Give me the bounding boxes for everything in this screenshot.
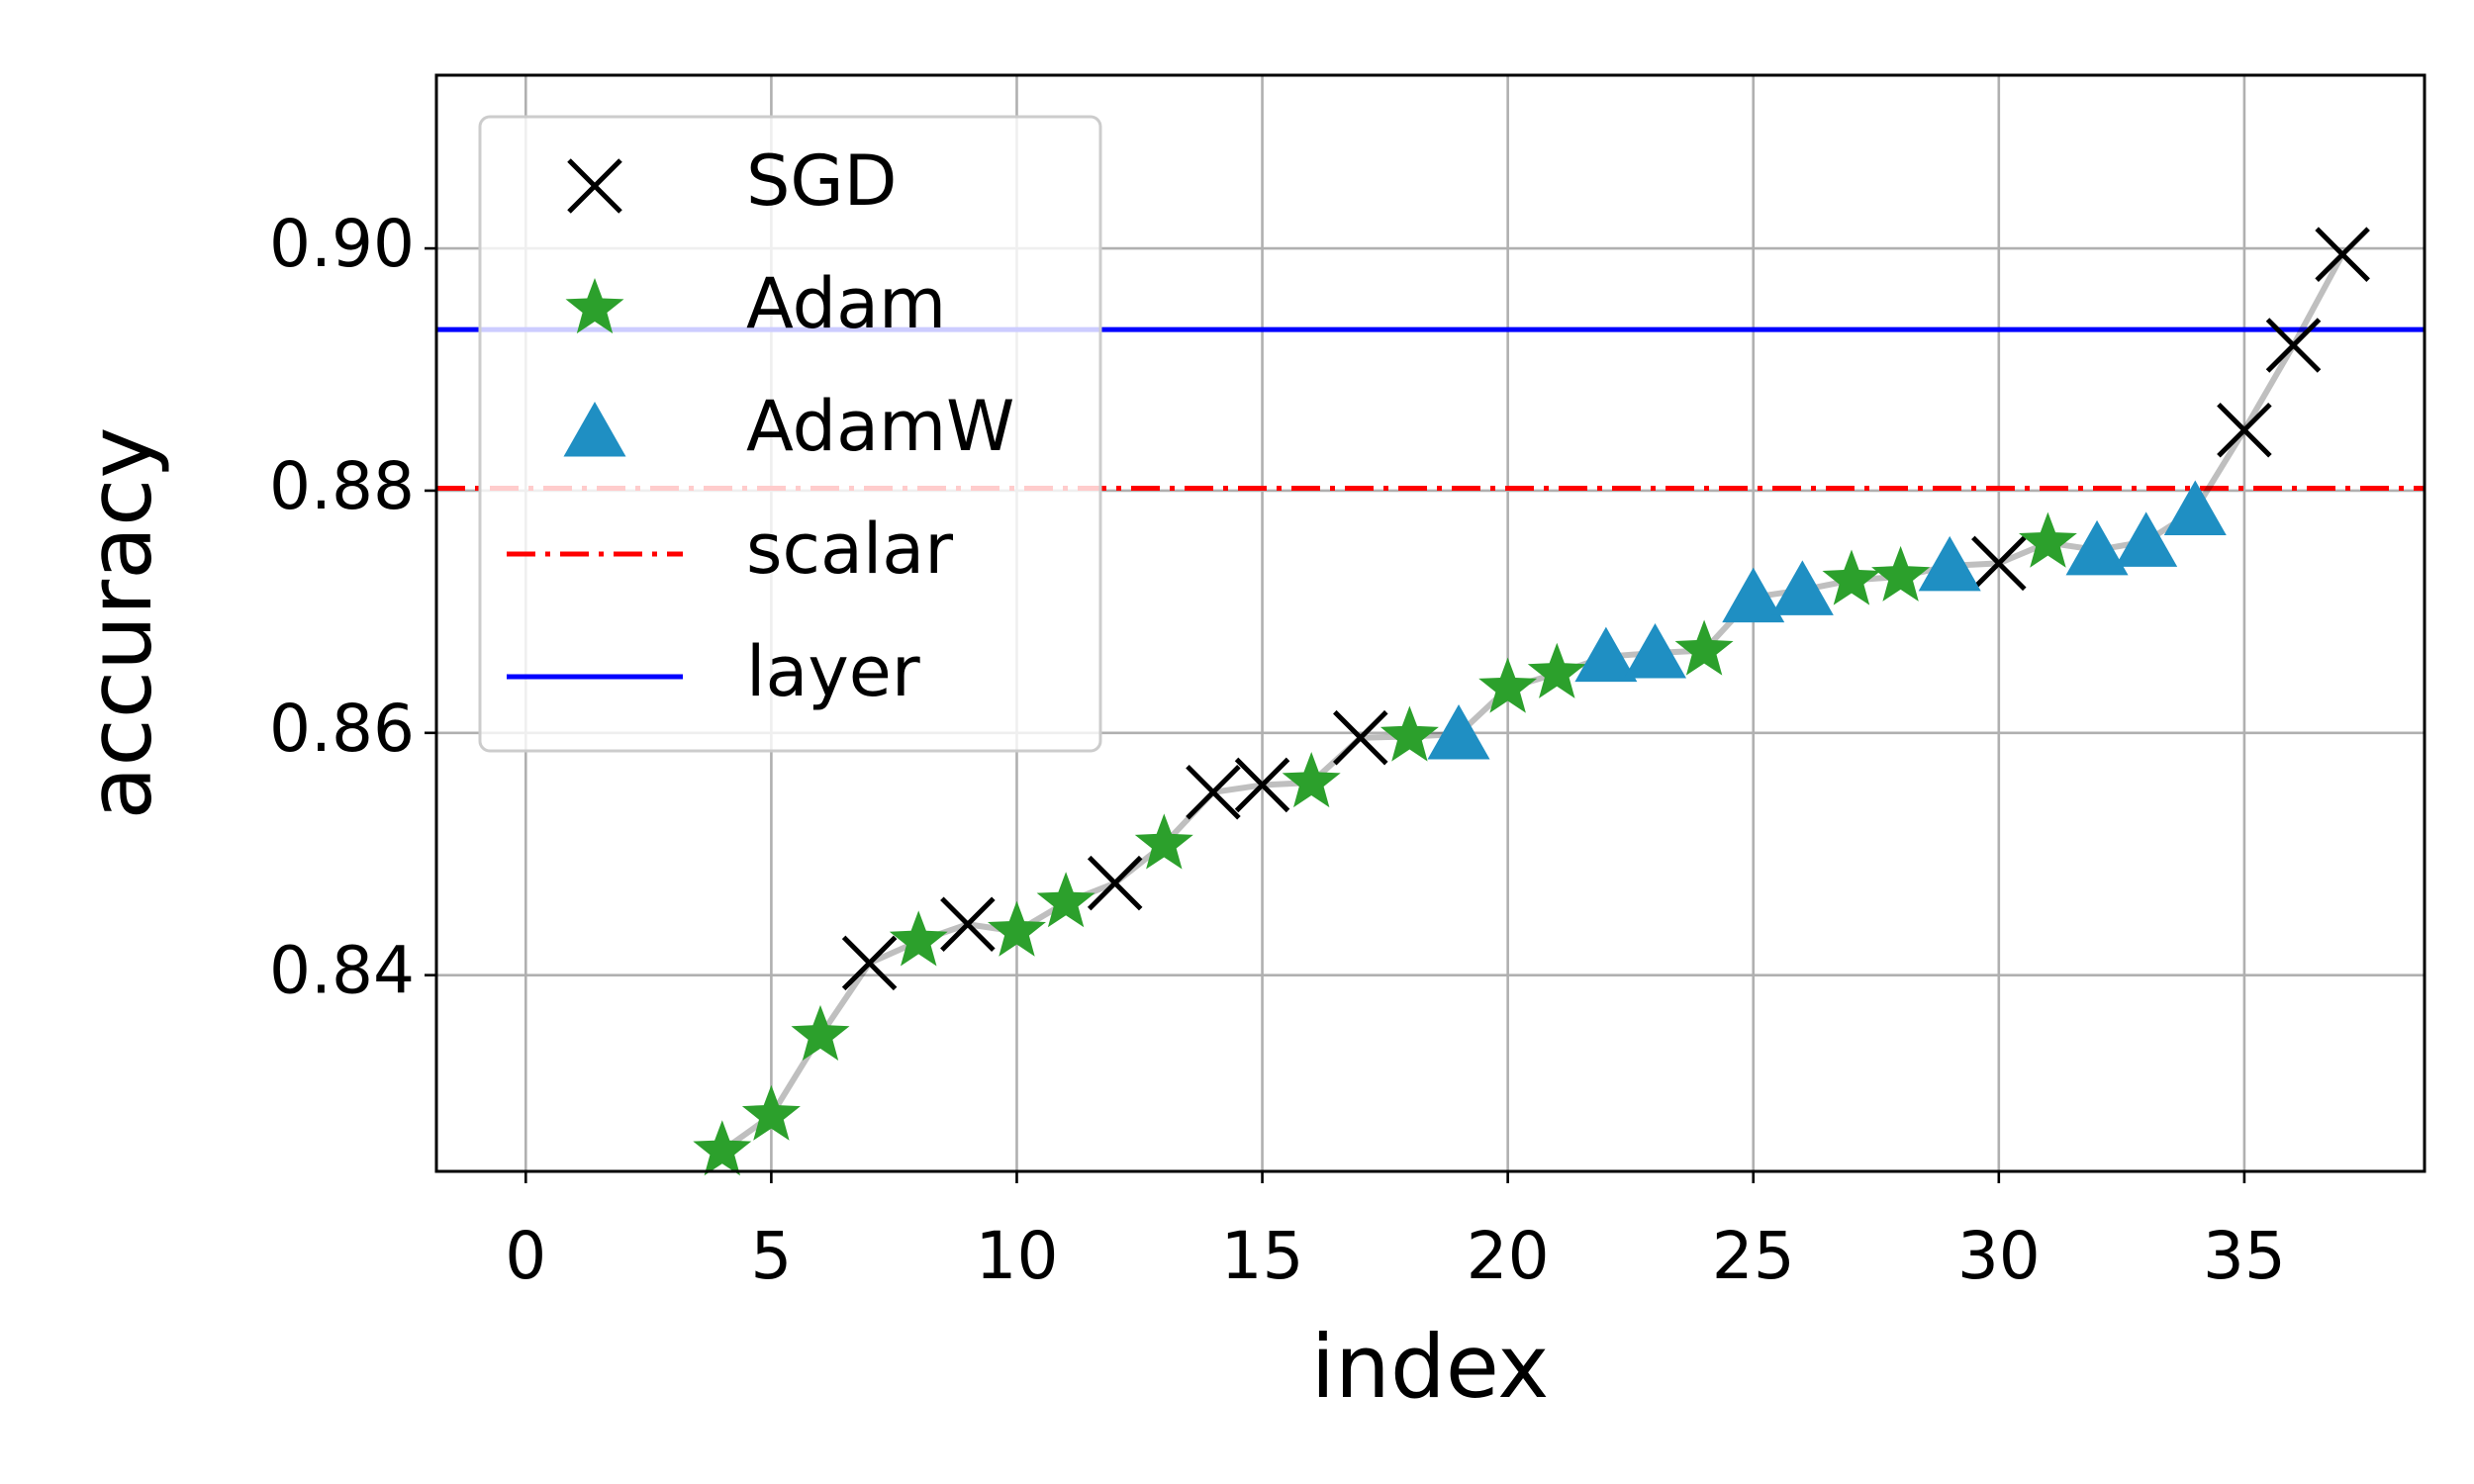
x-tick-label: 35 xyxy=(2203,1218,2286,1294)
x-axis-label: index xyxy=(1311,1316,1550,1418)
legend-label: SGD xyxy=(746,140,898,222)
y-tick-label: 0.90 xyxy=(269,206,415,282)
x-tick-label: 15 xyxy=(1221,1218,1304,1294)
marker xyxy=(1527,642,1586,698)
marker xyxy=(693,1120,752,1176)
marker xyxy=(1674,619,1734,676)
legend-label: Adam xyxy=(746,263,946,344)
x-tick-label: 0 xyxy=(505,1218,546,1294)
marker xyxy=(1770,560,1834,615)
marker xyxy=(1036,872,1095,928)
legend-box xyxy=(478,115,1102,753)
marker xyxy=(988,900,1046,957)
marker xyxy=(2315,227,2370,282)
marker xyxy=(1478,657,1538,713)
marker xyxy=(1574,626,1638,683)
marker xyxy=(1918,535,1981,592)
marker xyxy=(1134,813,1193,870)
legend: SGD Adam AdamW scalar layer xyxy=(478,115,1102,753)
legend-label: AdamW xyxy=(746,386,1014,467)
marker xyxy=(1282,752,1341,808)
legend-marker xyxy=(565,278,624,334)
y-tick-label: 0.86 xyxy=(269,691,415,767)
marker xyxy=(2163,480,2227,536)
marker xyxy=(2265,318,2322,373)
legend-label: layer xyxy=(746,631,920,712)
y-tick-label: 0.88 xyxy=(269,448,415,524)
y-tick-label: 0.84 xyxy=(269,933,415,1009)
x-tick-label: 20 xyxy=(1467,1218,1550,1294)
marker xyxy=(1380,705,1439,762)
marker xyxy=(2065,519,2129,576)
legend-marker xyxy=(563,402,626,457)
marker xyxy=(1822,549,1881,605)
legend-label: scalar xyxy=(746,509,953,590)
x-tick-label: 30 xyxy=(1957,1218,2041,1294)
marker xyxy=(741,1084,801,1141)
marker xyxy=(1623,622,1686,679)
legend-marker xyxy=(567,158,622,214)
marker xyxy=(2217,402,2272,458)
marker xyxy=(1234,757,1290,813)
marker xyxy=(1186,765,1241,820)
x-tick-label: 5 xyxy=(750,1218,792,1294)
marker xyxy=(1333,709,1388,766)
plot-frame xyxy=(434,73,2426,1173)
x-tick-label: 25 xyxy=(1712,1218,1795,1294)
marker xyxy=(1722,567,1785,623)
marker xyxy=(1087,855,1143,911)
marker xyxy=(841,935,898,991)
marker xyxy=(1971,535,2027,592)
marker xyxy=(940,896,996,953)
marker xyxy=(889,910,948,967)
marker xyxy=(1871,545,1931,602)
marker xyxy=(2019,511,2077,568)
marker xyxy=(791,1004,850,1061)
marker xyxy=(2115,511,2178,567)
marker xyxy=(1427,704,1490,760)
y-axis-label: accuracy xyxy=(69,426,171,819)
x-tick-label: 10 xyxy=(975,1218,1058,1294)
